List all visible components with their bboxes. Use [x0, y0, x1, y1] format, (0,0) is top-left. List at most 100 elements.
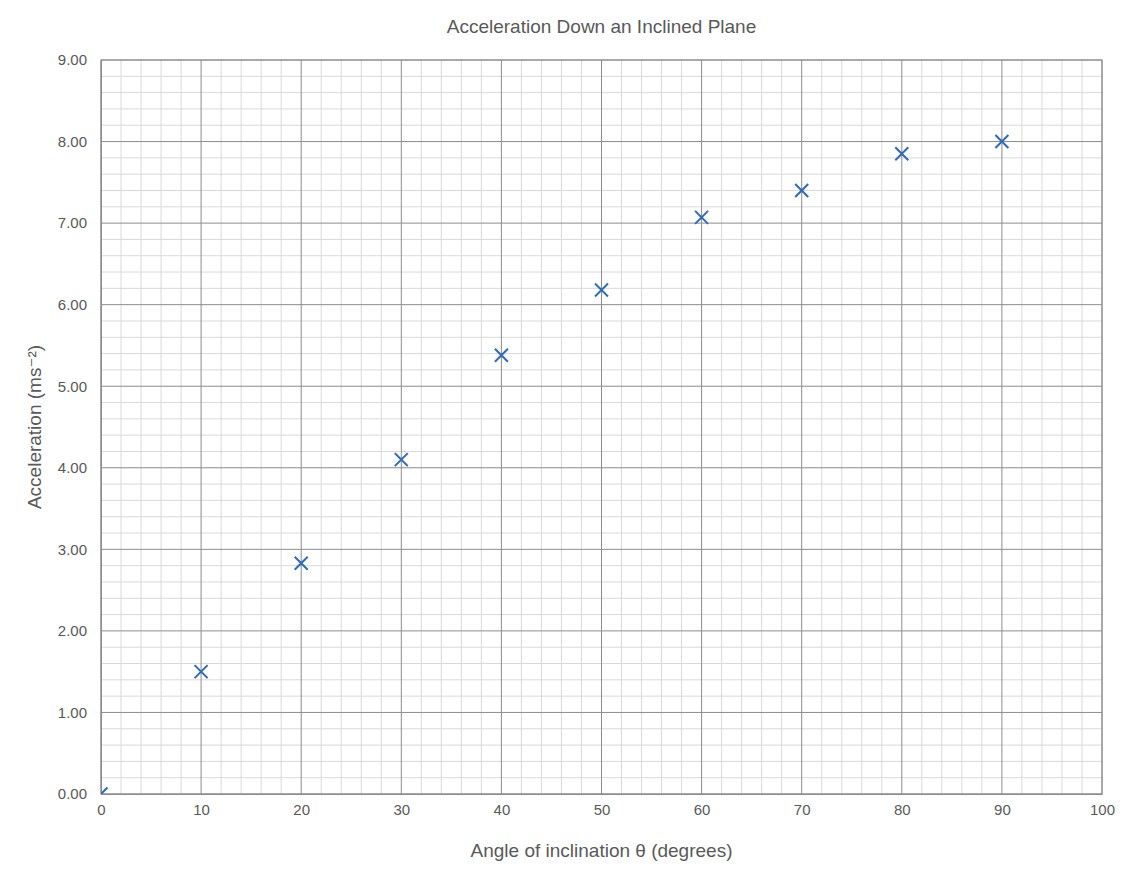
tick-label: 100: [1090, 801, 1115, 818]
x-axis-title: Angle of inclination θ (degrees): [471, 840, 733, 861]
minor-grid-line: [341, 60, 342, 794]
grid-line: [401, 60, 402, 794]
grid-line: [101, 386, 1102, 387]
axis-line: [102, 794, 1103, 795]
minor-grid-line: [381, 60, 382, 794]
minor-grid: [101, 60, 1102, 794]
tick-label: 20: [293, 801, 310, 818]
tick-label: 10: [193, 801, 210, 818]
tick: 2.00: [58, 622, 101, 639]
tick-label: 90: [994, 801, 1011, 818]
tick: 10: [193, 794, 210, 818]
axis-line: [101, 61, 102, 795]
tick: 6.00: [58, 296, 101, 313]
tick-label: 7.00: [58, 214, 87, 231]
tick-label: 60: [694, 801, 711, 818]
y-axis: 0.001.002.003.004.005.006.007.008.009.00: [58, 51, 102, 802]
point: [995, 135, 1008, 148]
minor-grid-line: [161, 60, 162, 794]
plot-frame: [101, 60, 1102, 794]
grid-line: [101, 223, 1102, 224]
tick: 3.00: [58, 541, 101, 558]
tick-label: 40: [494, 801, 511, 818]
x-axis: 0 10 20 30 40 50 60 70 80 90 100: [97, 794, 1115, 818]
tick: 7.00: [58, 214, 101, 231]
minor-grid-line: [281, 60, 282, 794]
minor-grid-line: [521, 60, 522, 794]
minor-grid-line: [761, 60, 762, 794]
grid-line: [501, 60, 502, 794]
y-axis-title: Acceleration (ms⁻²): [24, 345, 45, 509]
grid-line: [101, 549, 1102, 550]
tick: 50: [594, 794, 611, 818]
minor-grid-line: [221, 60, 222, 794]
tick-label: 6.00: [58, 296, 87, 313]
minor-grid-line: [121, 60, 122, 794]
minor-grid-line: [261, 60, 262, 794]
major-grid: [101, 60, 1102, 794]
grid-line: [701, 60, 702, 794]
tick-label: 1.00: [58, 704, 87, 721]
tick: 1.00: [58, 704, 101, 721]
minor-grid-line: [741, 60, 742, 794]
chart: 0 10 20 30 40 50 60 70 80 90 100 0.00 1.00 2.00 3.00 4.…: [0, 0, 1131, 879]
minor-grid-line: [321, 60, 322, 794]
minor-grid-line: [841, 60, 842, 794]
tick: 5.00: [58, 378, 101, 395]
minor-grid-line: [461, 60, 462, 794]
minor-grid-line: [921, 60, 922, 794]
tick-label: 50: [594, 801, 611, 818]
minor-grid-line: [961, 60, 962, 794]
tick-label: 30: [393, 801, 410, 818]
tick: 90: [994, 794, 1011, 818]
minor-grid-line: [1041, 60, 1042, 794]
minor-grid-line: [941, 60, 942, 794]
minor-grid-line: [721, 60, 722, 794]
grid-line: [101, 467, 1102, 468]
minor-grid-line: [861, 60, 862, 794]
point: [101, 788, 108, 795]
title: Acceleration Down an Inclined Plane: [447, 16, 756, 37]
minor-grid-line: [1061, 60, 1062, 794]
minor-grid-line: [821, 60, 822, 794]
minor-grid-line: [141, 60, 142, 794]
tick: 8.00: [58, 133, 101, 150]
tick: 40: [494, 794, 511, 818]
minor-grid-line: [781, 60, 782, 794]
tick: 100: [1090, 794, 1115, 818]
minor-grid-line: [681, 60, 682, 794]
minor-grid-line: [621, 60, 622, 794]
grid-line: [101, 630, 1102, 631]
tick: 80: [894, 794, 911, 818]
tick-label: 4.00: [58, 459, 87, 476]
point: [795, 184, 808, 197]
minor-grid-line: [881, 60, 882, 794]
tick: 0.00: [58, 785, 101, 802]
tick: 4.00: [58, 459, 101, 476]
tick-label: 8.00: [58, 133, 87, 150]
tick-label: 70: [794, 801, 811, 818]
points: [101, 135, 1008, 794]
point: [195, 665, 208, 678]
grid-line: [1001, 60, 1002, 794]
grid-line: [101, 712, 1102, 713]
grid-line: [901, 60, 902, 794]
tick: 30: [393, 794, 410, 818]
tick: 0: [97, 794, 105, 818]
tick-label: 0: [97, 801, 105, 818]
point: [295, 557, 308, 570]
minor-grid-line: [241, 60, 242, 794]
grid-line: [801, 60, 802, 794]
tick: 20: [293, 794, 310, 818]
tick-label: 5.00: [58, 378, 87, 395]
minor-grid-line: [481, 60, 482, 794]
point: [695, 211, 708, 224]
minor-grid-line: [181, 60, 182, 794]
minor-grid-line: [361, 60, 362, 794]
grid-line: [101, 304, 1102, 305]
grid-line: [101, 141, 1102, 142]
minor-grid-line: [441, 60, 442, 794]
minor-grid-line: [1081, 60, 1082, 794]
point: [595, 283, 608, 296]
tick-label: 2.00: [58, 622, 87, 639]
